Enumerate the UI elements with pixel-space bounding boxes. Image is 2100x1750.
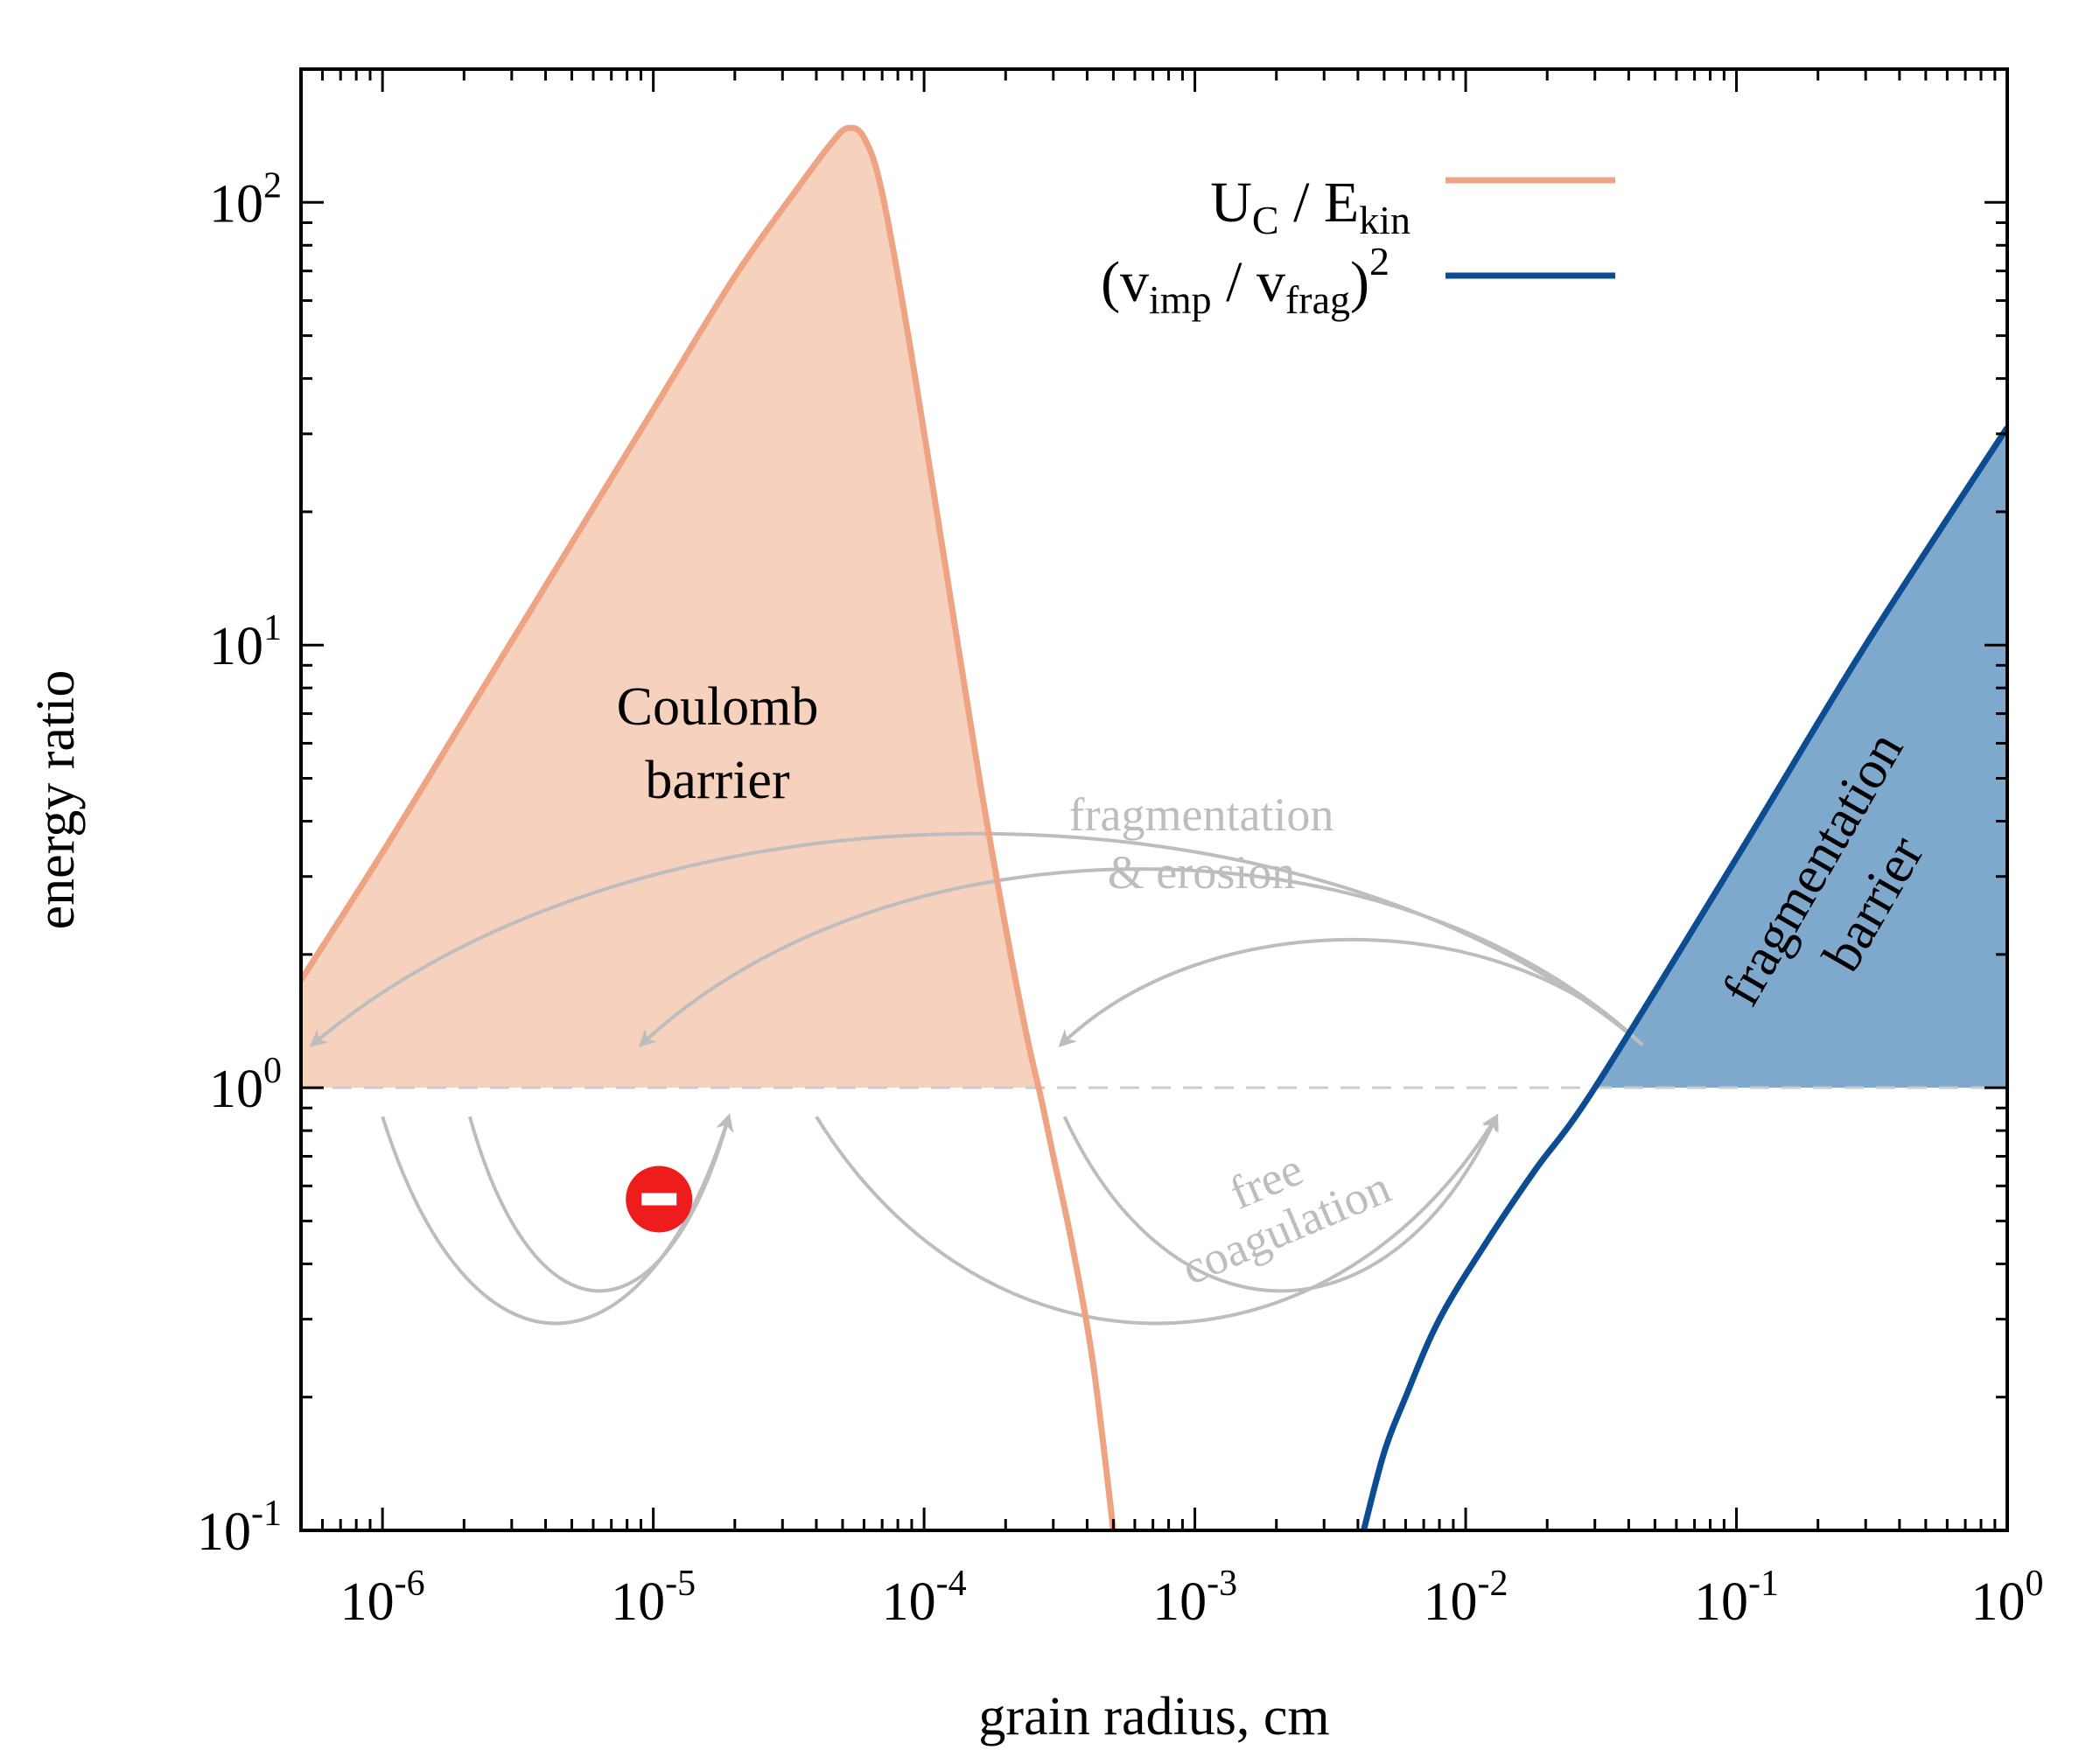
- free-coag-arrow: [381, 1113, 733, 1326]
- legend-label-uc-ekin: UC / Ekin: [1210, 171, 1410, 242]
- x-tick-label: 10-2: [1424, 1564, 1508, 1632]
- free-coagulation-label: free coagulation: [1174, 1143, 1397, 1295]
- plot-frame: [299, 67, 2009, 1532]
- frag-erosion-arrow: [638, 867, 1644, 1047]
- legend-label-vimp-vfrag: (vimp / vfrag)2: [1101, 239, 1390, 322]
- coulomb-label-line2: barrier: [645, 751, 790, 810]
- y-tick-label: 10-1: [197, 1494, 282, 1562]
- y-axis-title: energy ratio: [26, 670, 86, 930]
- series-line-uc-ekin: [301, 124, 1116, 1530]
- x-tick-label: 10-6: [340, 1564, 425, 1632]
- x-tick-label: 10-3: [1152, 1564, 1237, 1632]
- y-tick-label: 102: [209, 165, 282, 234]
- flow-arrows: [309, 831, 1644, 1326]
- blocked-icon: [626, 1166, 693, 1233]
- axis-ticks: [299, 67, 2009, 1532]
- free-coag-arrow: [815, 1113, 1499, 1326]
- y-tick-label: 100: [209, 1051, 282, 1119]
- legend: UC / Ekin (vimp / vfrag)2: [1101, 171, 1615, 322]
- frag-erosion-label-line2: & erosion: [1108, 846, 1295, 899]
- frag-erosion-arrow: [1058, 938, 1644, 1047]
- free-coag-arrow: [1062, 1113, 1499, 1293]
- frag-erosion-label-line1: fragmentation: [1069, 788, 1334, 841]
- y-tick-label: 101: [209, 608, 282, 676]
- frag-erosion-arrow: [309, 831, 1644, 1047]
- coulomb-barrier-region: [301, 127, 1037, 1088]
- free-coag-arrow: [467, 1113, 734, 1293]
- x-axis-title: grain radius, cm: [978, 1687, 1329, 1746]
- x-tick-label: 10-5: [611, 1564, 696, 1632]
- x-tick-label: 10-4: [882, 1564, 967, 1632]
- x-axis-tick-labels: 10-6 10-5 10-4 10-3 10-2 10-1 100: [340, 1564, 2044, 1632]
- x-tick-label: 100: [1971, 1564, 2044, 1632]
- y-axis-tick-labels: 10-1 100 101 102: [197, 165, 282, 1562]
- coulomb-label-line1: Coulomb: [617, 677, 819, 737]
- series-line-vimp-vfrag: [1361, 425, 2007, 1530]
- x-tick-label: 10-1: [1694, 1564, 1779, 1632]
